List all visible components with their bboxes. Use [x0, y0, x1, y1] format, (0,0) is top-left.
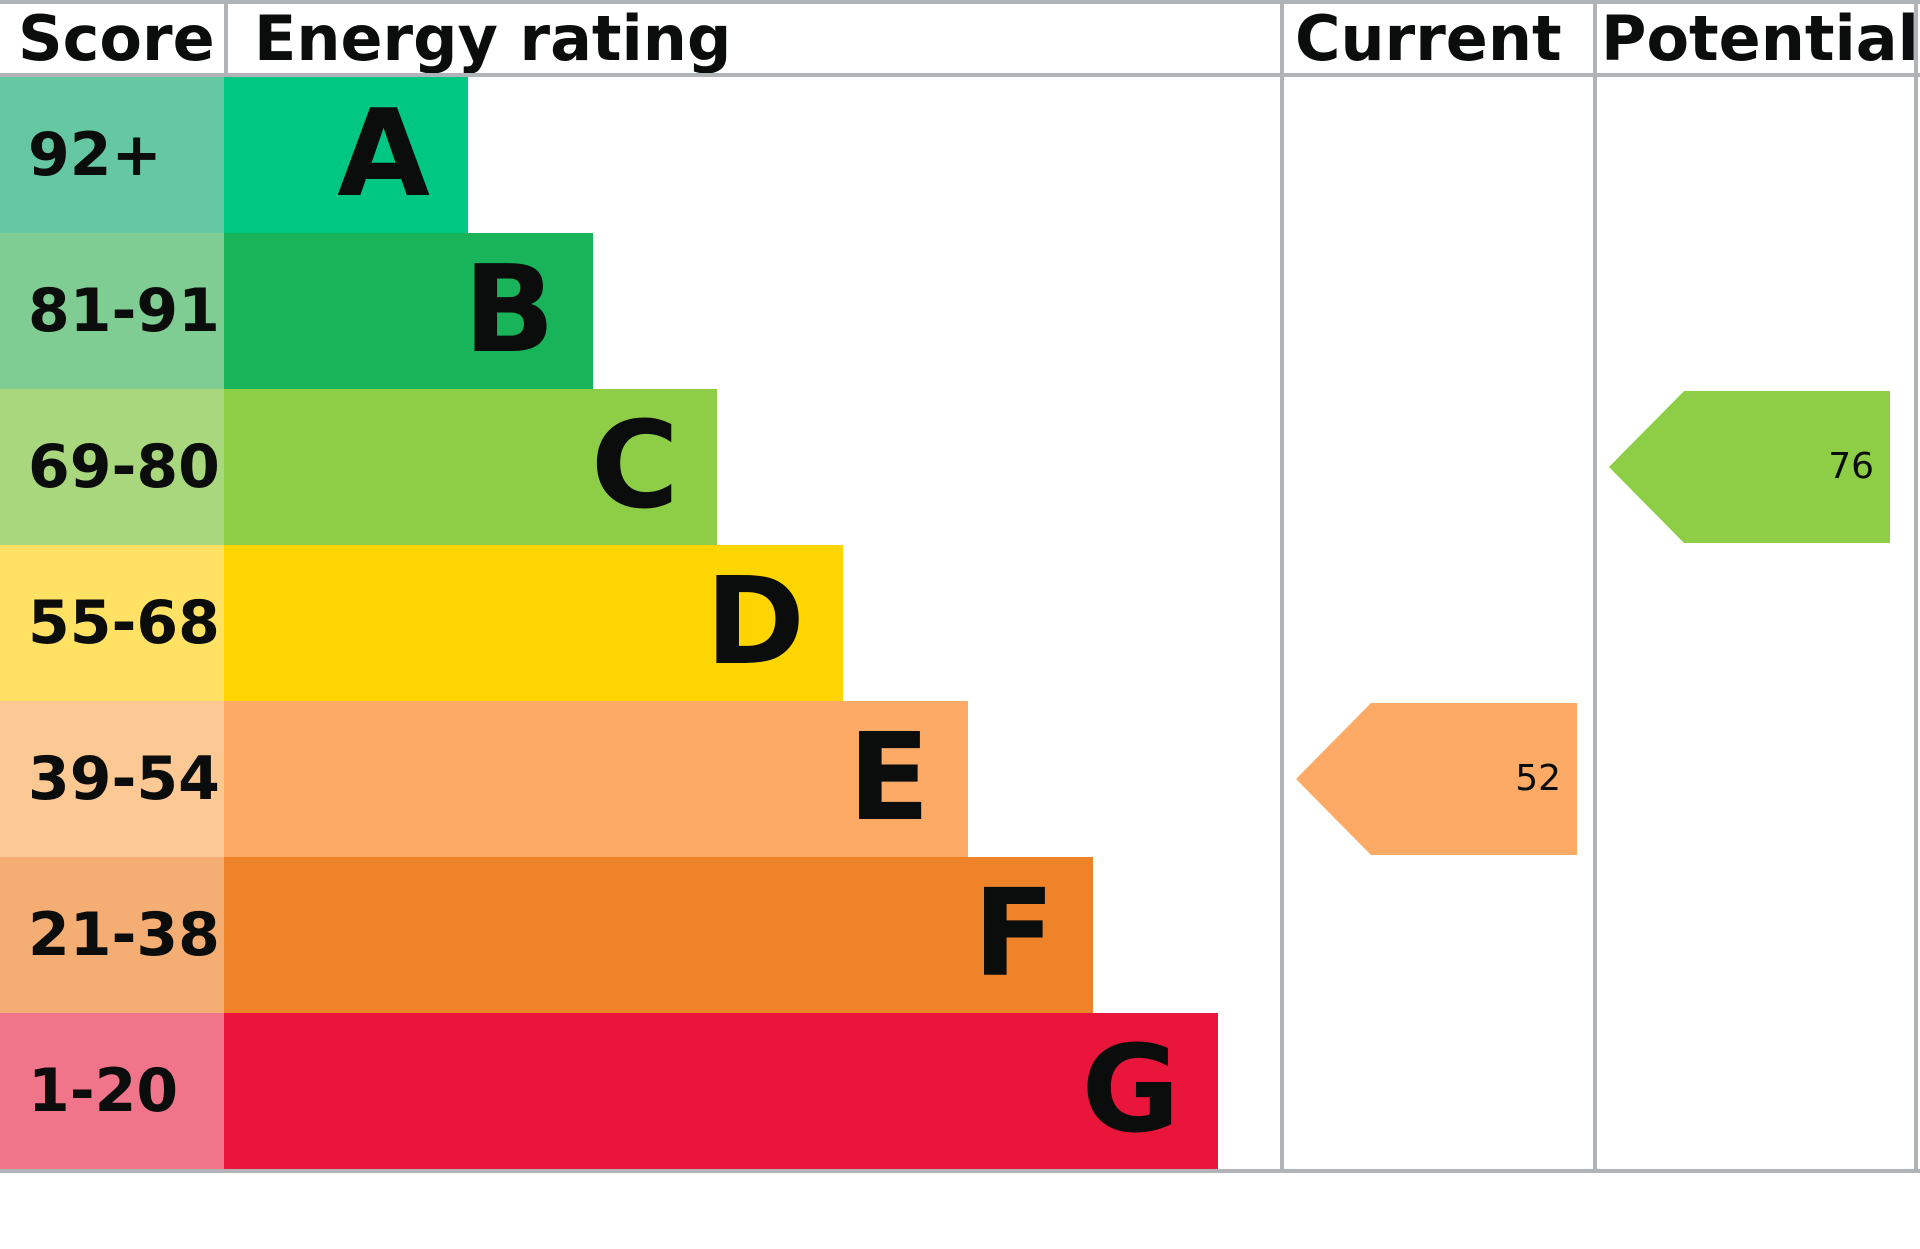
score-cell-b: 81-91 [0, 233, 224, 389]
current-header-label: Current [1295, 1, 1562, 75]
table-right-border [1914, 0, 1918, 1173]
band-letter: C [590, 397, 679, 536]
band-bar-c: C [224, 389, 717, 545]
score-range-label: 92+ [28, 120, 162, 190]
score-range-label: 39-54 [28, 744, 220, 814]
current-column-header: Current [1284, 0, 1593, 77]
potential-column-divider [1593, 0, 1597, 1173]
current-column-divider [1280, 0, 1284, 1173]
current-rating-value: 52 [1515, 758, 1561, 799]
band-bar-g: G [224, 1013, 1218, 1169]
header-bottom-border [0, 73, 1920, 77]
band-row-f: 21-38 F [0, 857, 1920, 1013]
score-cell-a: 92+ [0, 77, 224, 233]
score-header-divider [224, 0, 228, 77]
potential-header-label: Potential [1601, 1, 1914, 75]
score-column-header: Score [0, 0, 224, 77]
table-top-border [0, 0, 1920, 4]
band-letter: A [337, 85, 430, 224]
potential-column-header: Potential [1597, 0, 1914, 77]
score-range-label: 81-91 [28, 276, 220, 346]
band-bar-a: A [224, 77, 468, 233]
score-cell-d: 55-68 [0, 545, 224, 701]
score-header-label: Score [18, 1, 215, 75]
band-row-e: 39-54 E [0, 701, 1920, 857]
band-bar-b: B [224, 233, 593, 389]
table-bottom-border [0, 1169, 1920, 1173]
potential-rating-value: 76 [1828, 446, 1874, 487]
band-row-g: 1-20 G [0, 1013, 1920, 1169]
band-row-d: 55-68 D [0, 545, 1920, 701]
band-row-c: 69-80 C [0, 389, 1920, 545]
score-range-label: 21-38 [28, 900, 220, 970]
score-cell-e: 39-54 [0, 701, 224, 857]
band-letter: E [848, 709, 930, 848]
band-row-a: 92+ A [0, 77, 1920, 233]
score-cell-g: 1-20 [0, 1013, 224, 1169]
band-row-b: 81-91 B [0, 233, 1920, 389]
band-letter: G [1081, 1021, 1181, 1160]
band-letter: D [705, 553, 805, 692]
score-cell-c: 69-80 [0, 389, 224, 545]
energy-rating-column-header: Energy rating [228, 0, 1280, 77]
band-bar-e: E [224, 701, 968, 857]
score-range-label: 69-80 [28, 432, 220, 502]
score-range-label: 55-68 [28, 588, 220, 658]
band-bar-d: D [224, 545, 843, 701]
score-range-label: 1-20 [28, 1056, 179, 1126]
energy-rating-header-label: Energy rating [254, 1, 732, 75]
band-letter: B [463, 241, 555, 380]
score-cell-f: 21-38 [0, 857, 224, 1013]
band-letter: F [973, 865, 1055, 1004]
band-bar-f: F [224, 857, 1093, 1013]
